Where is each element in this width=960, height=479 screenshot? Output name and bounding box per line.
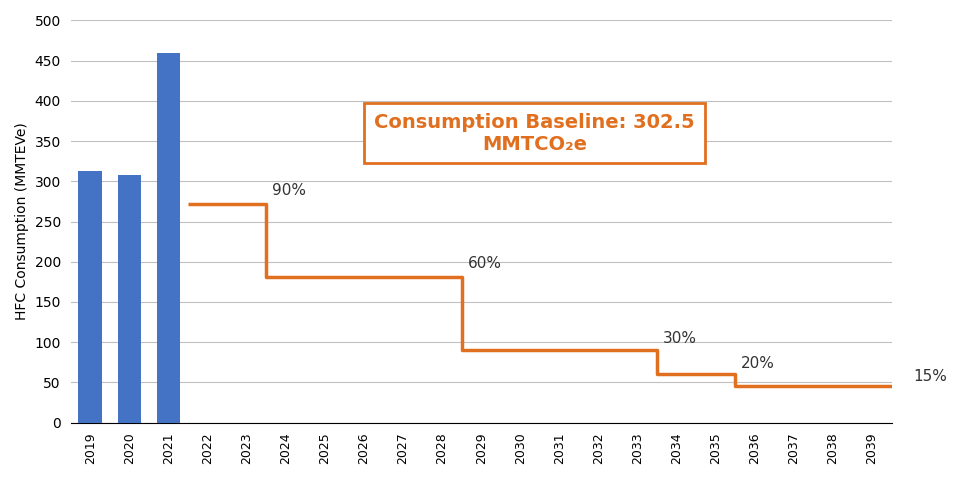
Text: 90%: 90% [272, 183, 306, 198]
Text: Consumption Baseline: 302.5
MMTCO₂e: Consumption Baseline: 302.5 MMTCO₂e [374, 113, 695, 154]
Bar [117, 175, 141, 422]
Bar [156, 53, 180, 422]
Text: 20%: 20% [741, 356, 775, 371]
Text: 60%: 60% [468, 256, 501, 271]
Text: 15%: 15% [913, 369, 947, 385]
Y-axis label: HFC Consumption (MMTEVe): HFC Consumption (MMTEVe) [15, 123, 29, 320]
Text: 30%: 30% [663, 331, 697, 345]
Bar [79, 171, 102, 422]
